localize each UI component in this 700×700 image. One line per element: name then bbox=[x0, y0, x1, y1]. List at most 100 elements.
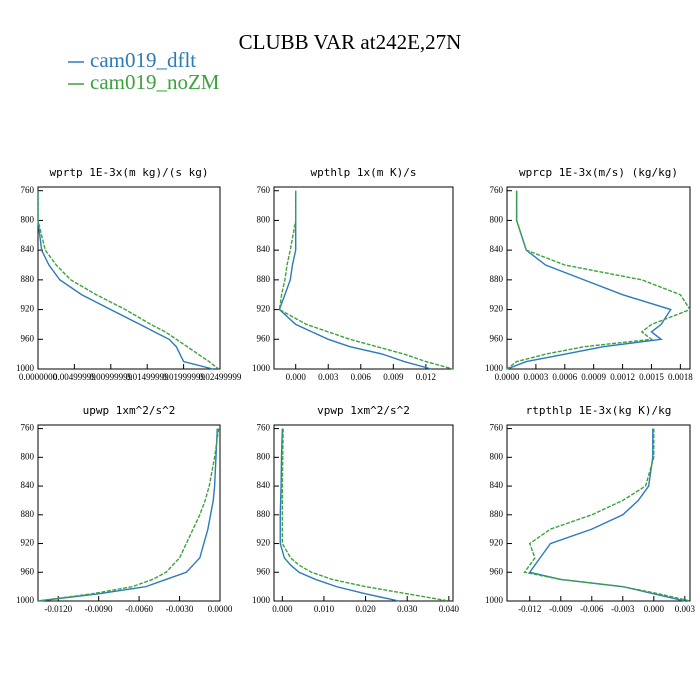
x-tick-label: 0.01999999 bbox=[162, 372, 205, 382]
y-tick-label: 840 bbox=[21, 244, 35, 254]
x-tick-label: -0.003 bbox=[611, 604, 635, 614]
x-tick-label: -0.012 bbox=[518, 604, 541, 614]
plot-frame bbox=[273, 186, 454, 370]
panel-title: rtpthlp 1E-3x(kg K)/kg bbox=[526, 404, 672, 417]
y-tick-label: 840 bbox=[21, 480, 35, 490]
figure-title: CLUBB VAR at242E,27N bbox=[239, 30, 462, 54]
y-tick-label: 760 bbox=[21, 185, 35, 195]
x-tick-label: 0.02499999 bbox=[199, 372, 242, 382]
panel-title: wprcp 1E-3x(m/s) (kg/kg) bbox=[519, 166, 678, 179]
plot-frame bbox=[37, 186, 221, 370]
x-tick-label: -0.0120 bbox=[44, 604, 72, 614]
y-tick-label: 800 bbox=[21, 214, 35, 224]
y-tick-label: 840 bbox=[490, 480, 504, 490]
y-tick-label: 960 bbox=[21, 333, 35, 343]
legend-label: cam019_noZM bbox=[90, 70, 220, 94]
y-tick-label: 920 bbox=[490, 304, 504, 314]
panel-title: wprtp 1E-3x(m kg)/(s kg) bbox=[50, 166, 209, 179]
profile-line bbox=[523, 428, 691, 602]
x-tick-label: 0.012 bbox=[416, 372, 436, 382]
y-tick-label: 1000 bbox=[252, 363, 271, 373]
y-tick-label: 1000 bbox=[16, 363, 35, 373]
x-tick-label: 0.020 bbox=[355, 604, 376, 614]
x-tick-label: 0.0012 bbox=[610, 372, 635, 382]
y-tick-label: 1000 bbox=[485, 595, 504, 605]
y-tick-label: 960 bbox=[490, 566, 504, 576]
profile-line bbox=[506, 190, 672, 370]
x-tick-label: 0.000 bbox=[272, 604, 293, 614]
x-tick-label: 0.0000 bbox=[208, 604, 233, 614]
y-tick-label: 880 bbox=[21, 274, 35, 284]
plot-frame bbox=[273, 424, 454, 602]
x-tick-label: 0.030 bbox=[397, 604, 418, 614]
profile-line bbox=[528, 428, 685, 602]
y-tick-label: 920 bbox=[257, 538, 271, 548]
x-tick-label: 0.0006 bbox=[552, 372, 577, 382]
y-tick-label: 840 bbox=[257, 244, 271, 254]
y-tick-label: 760 bbox=[257, 185, 271, 195]
y-tick-label: 760 bbox=[21, 423, 35, 433]
y-tick-label: 1000 bbox=[485, 363, 504, 373]
x-tick-label: -0.0060 bbox=[125, 604, 153, 614]
profile-line bbox=[279, 428, 400, 602]
y-tick-label: 840 bbox=[490, 244, 504, 254]
legend-label: cam019_dflt bbox=[90, 48, 196, 72]
y-tick-label: 840 bbox=[257, 480, 271, 490]
y-tick-label: 920 bbox=[21, 304, 35, 314]
x-tick-label: 0.000 bbox=[286, 372, 307, 382]
y-tick-label: 880 bbox=[257, 274, 271, 284]
x-tick-label: 0.0000000 bbox=[19, 372, 58, 382]
x-tick-label: 0.003 bbox=[318, 372, 339, 382]
x-tick-label: 0.00499999 bbox=[53, 372, 96, 382]
x-tick-label: 0.01499999 bbox=[126, 372, 169, 382]
y-tick-label: 880 bbox=[490, 509, 504, 519]
x-tick-label: -0.009 bbox=[549, 604, 573, 614]
y-tick-label: 760 bbox=[257, 423, 271, 433]
x-tick-label: 0.00999999 bbox=[89, 372, 132, 382]
y-tick-label: 800 bbox=[490, 451, 504, 461]
x-tick-label: 0.003 bbox=[675, 604, 696, 614]
y-tick-label: 1000 bbox=[252, 595, 271, 605]
x-tick-label: -0.0090 bbox=[85, 604, 113, 614]
x-tick-label: 0.009 bbox=[383, 372, 404, 382]
x-tick-label: 0.0009 bbox=[581, 372, 606, 382]
panel-title: wpthlp 1x(m K)/s bbox=[311, 166, 417, 179]
plot-frame bbox=[37, 424, 221, 602]
plot-frame bbox=[506, 186, 691, 370]
y-tick-label: 880 bbox=[21, 509, 35, 519]
profile-line bbox=[506, 190, 692, 370]
y-tick-label: 960 bbox=[490, 333, 504, 343]
x-tick-label: 0.010 bbox=[314, 604, 335, 614]
y-tick-label: 920 bbox=[21, 538, 35, 548]
x-tick-label: 0.000 bbox=[644, 604, 665, 614]
y-tick-label: 800 bbox=[490, 214, 504, 224]
x-tick-label: 0.0003 bbox=[524, 372, 549, 382]
profile-line bbox=[278, 190, 454, 370]
y-tick-label: 960 bbox=[257, 333, 271, 343]
y-tick-label: 760 bbox=[490, 423, 504, 433]
y-tick-label: 960 bbox=[21, 566, 35, 576]
y-tick-label: 800 bbox=[257, 451, 271, 461]
profile-line bbox=[37, 428, 218, 602]
x-tick-label: 0.0000 bbox=[495, 372, 520, 382]
y-tick-label: 800 bbox=[257, 214, 271, 224]
profile-line bbox=[37, 428, 220, 602]
profile-line bbox=[278, 190, 432, 370]
y-tick-label: 920 bbox=[490, 538, 504, 548]
panel-title: vpwp 1xm^2/s^2 bbox=[317, 404, 410, 417]
y-tick-label: 920 bbox=[257, 304, 271, 314]
y-tick-label: 1000 bbox=[16, 595, 35, 605]
profile-line bbox=[37, 190, 213, 370]
profile-line bbox=[37, 190, 219, 370]
panel-title: upwp 1xm^2/s^2 bbox=[83, 404, 176, 417]
x-tick-label: 0.040 bbox=[439, 604, 460, 614]
x-tick-label: 0.0015 bbox=[639, 372, 664, 382]
y-tick-label: 880 bbox=[257, 509, 271, 519]
plot-frame bbox=[506, 424, 691, 602]
x-tick-label: 0.0018 bbox=[668, 372, 693, 382]
x-tick-label: 0.006 bbox=[351, 372, 372, 382]
y-tick-label: 800 bbox=[21, 451, 35, 461]
y-tick-label: 880 bbox=[490, 274, 504, 284]
profile-line bbox=[281, 428, 449, 602]
